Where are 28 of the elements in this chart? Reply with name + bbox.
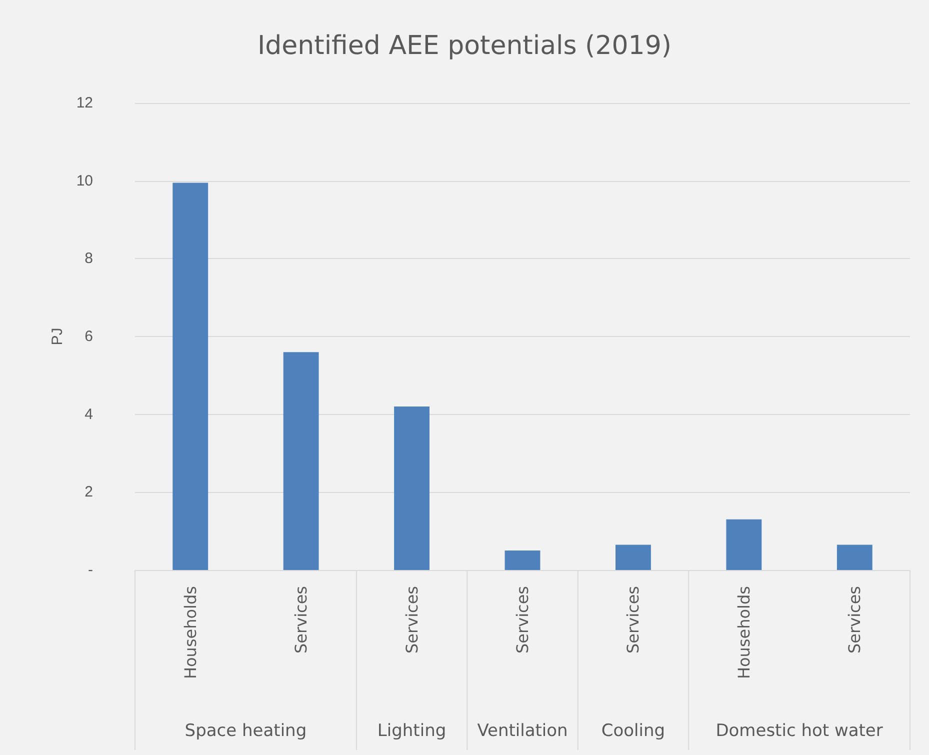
chart-title: Identified AEE potentials (2019) (257, 31, 672, 61)
y-tick-label: 2 (84, 484, 93, 501)
x-tick-label: Households (180, 586, 200, 680)
x-tick-label: Services (624, 586, 643, 654)
bar (836, 544, 872, 570)
y-tick-label: 4 (84, 406, 93, 423)
text: Cooling (601, 721, 666, 741)
y-tick-label: 8 (84, 250, 93, 268)
y-tick-label: 6 (84, 328, 93, 345)
text: Lighting (377, 721, 446, 741)
y-tick-label: 12 (76, 94, 93, 112)
text: Space heating (184, 721, 307, 741)
text: Domestic hot water (716, 721, 883, 741)
x-tick-label: Households (734, 586, 754, 680)
y-tick-label: 10 (76, 172, 93, 190)
bar (504, 550, 540, 570)
x-tick-label: Services (292, 586, 311, 654)
y-axis-title: PJ (49, 328, 66, 346)
bar (726, 519, 762, 570)
bar (394, 406, 430, 570)
y-tick-label: - (88, 562, 93, 578)
x-tick-label: Services (513, 586, 532, 654)
x-tick-label: Services (402, 586, 422, 654)
bar (283, 352, 319, 570)
text: Ventilation (477, 721, 568, 741)
x-tick-label: Services (845, 586, 864, 654)
bar (172, 182, 208, 570)
bar (616, 544, 651, 570)
